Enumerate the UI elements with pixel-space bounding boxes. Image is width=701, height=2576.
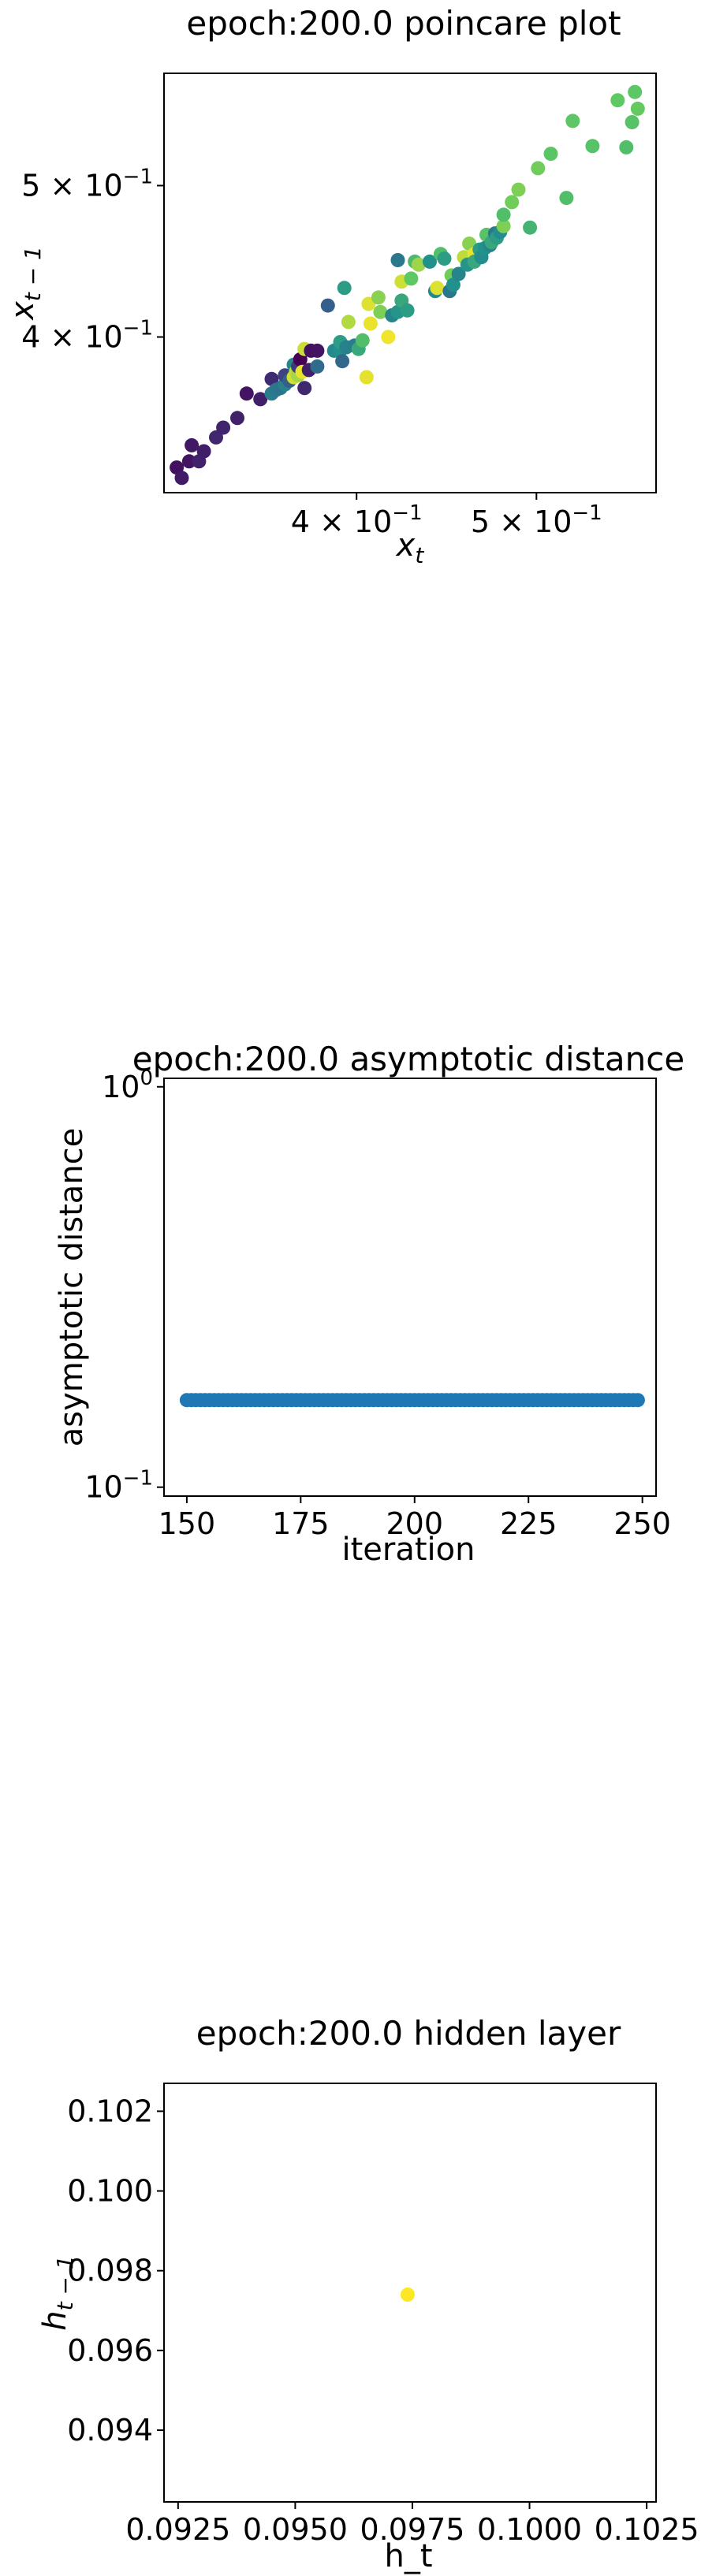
- poincare-point: [559, 191, 574, 206]
- poincare-point: [181, 454, 196, 469]
- poincare-point: [505, 195, 520, 210]
- poincare-point: [371, 290, 386, 305]
- hidden-xlabel: h_t: [384, 2538, 432, 2574]
- poincare-point: [209, 430, 223, 445]
- poincare-point: [341, 315, 356, 329]
- poincare-point: [628, 84, 643, 99]
- hidden-ytick-label: 0.098: [67, 2254, 153, 2288]
- hidden-ytick-label: 0.100: [67, 2174, 153, 2209]
- poincare-point: [404, 271, 419, 286]
- asymptotic-ylabel: asymptotic distance: [54, 1128, 90, 1447]
- poincare-point: [390, 253, 405, 267]
- asymptotic-xtick-label: 175: [272, 1506, 330, 1541]
- poincare-point: [423, 254, 437, 269]
- asymptotic-ytick-label: 100: [102, 1067, 153, 1104]
- asymptotic-xlabel: iteration: [342, 1532, 475, 1568]
- hidden-ytick-label: 0.102: [67, 2094, 153, 2128]
- poincare-xtick-label: 4 × 10−1: [291, 501, 423, 539]
- hidden-xtick-label: 0.0975: [360, 2512, 464, 2547]
- asymptotic-points: [179, 1393, 645, 1408]
- poincare-point: [430, 281, 445, 296]
- hidden-plot-frame: [163, 2083, 657, 2503]
- poincare-point: [565, 114, 580, 128]
- hidden-layer-chart: epoch:200.0 hidden layer 0.0925 0.0950 0.0…: [37, 2014, 699, 2574]
- hidden-ytick-label: 0.096: [67, 2333, 153, 2368]
- poincare-point: [625, 115, 639, 129]
- poincare-xtick-label: 5 × 10−1: [471, 501, 602, 539]
- asymptotic-plot-frame: [163, 1078, 657, 1497]
- poincare-point: [610, 93, 625, 108]
- poincare-point: [411, 257, 426, 272]
- asymptotic-ticks: 150 175 200 225 250 100 10−1: [84, 1067, 671, 1541]
- asymptotic-xtick-label: 200: [386, 1506, 444, 1541]
- poincare-title: epoch:200.0 poincare plot: [186, 4, 621, 43]
- poincare-xlabel: xt: [395, 527, 425, 568]
- poincare-point: [230, 411, 244, 426]
- poincare-point: [437, 251, 452, 266]
- hidden-ylabel: ht − 1: [37, 2255, 78, 2330]
- poincare-point: [216, 420, 231, 435]
- asymptotic-title: epoch:200.0 asymptotic distance: [132, 1040, 684, 1078]
- asymptotic-point: [630, 1393, 645, 1408]
- poincare-point: [359, 370, 374, 385]
- poincare-point: [496, 207, 511, 222]
- poincare-points: [170, 84, 645, 486]
- poincare-ticks: 4 × 10−1 5 × 10−1 4 × 10−1 5 × 10−1: [21, 165, 602, 539]
- hidden-point: [401, 2288, 415, 2302]
- poincare-point: [310, 343, 325, 358]
- poincare-point: [264, 371, 279, 386]
- poincare-point: [446, 277, 460, 292]
- poincare-ytick-label: 5 × 10−1: [21, 165, 153, 203]
- asymptotic-chart: epoch:200.0 asymptotic distance 150 175 20…: [54, 1040, 684, 1568]
- hidden-ticks: 0.0925 0.0950 0.0975 0.1000 0.1025 0.094 0.096…: [67, 2094, 699, 2547]
- hidden-xtick-label: 0.1000: [477, 2512, 582, 2547]
- poincare-point: [531, 161, 546, 176]
- poincare-point: [185, 437, 199, 452]
- hidden-xtick-label: 0.0925: [125, 2512, 230, 2547]
- poincare-ytick-label: 4 × 10−1: [21, 317, 153, 355]
- poincare-point: [511, 182, 526, 197]
- hidden-title: epoch:200.0 hidden layer: [196, 2014, 621, 2053]
- poincare-point: [337, 281, 352, 296]
- poincare-point: [630, 101, 645, 116]
- poincare-point: [381, 329, 396, 344]
- poincare-point: [174, 471, 189, 486]
- asymptotic-xtick-label: 250: [613, 1506, 671, 1541]
- poincare-point: [355, 333, 370, 348]
- poincare-point: [310, 359, 325, 374]
- poincare-point: [363, 316, 378, 331]
- poincare-point: [335, 354, 350, 369]
- poincare-point: [496, 218, 511, 233]
- poincare-point: [619, 140, 634, 154]
- poincare-point: [543, 147, 558, 162]
- hidden-ytick-label: 0.094: [67, 2413, 153, 2448]
- poincare-ylabel: xt − 1: [5, 246, 46, 322]
- poincare-plot-frame: [163, 73, 657, 493]
- poincare-point: [253, 392, 268, 407]
- poincare-point: [239, 386, 254, 401]
- asymptotic-xtick-label: 225: [500, 1506, 557, 1541]
- poincare-point: [523, 220, 538, 235]
- poincare-chart: epoch:200.0 poincare plot 4 × 10−1 5 × 10…: [5, 4, 657, 568]
- poincare-point: [451, 266, 466, 281]
- poincare-point: [320, 298, 335, 313]
- hidden-points: [401, 2288, 415, 2302]
- poincare-point: [373, 304, 388, 319]
- hidden-xtick-label: 0.0950: [243, 2512, 348, 2547]
- poincare-point: [196, 444, 211, 459]
- hidden-xtick-label: 0.1025: [595, 2512, 699, 2547]
- poincare-point: [400, 303, 415, 318]
- poincare-point: [297, 381, 312, 396]
- asymptotic-ytick-label: 10−1: [84, 1467, 153, 1505]
- asymptotic-xtick-label: 150: [158, 1506, 216, 1541]
- poincare-point: [585, 139, 600, 154]
